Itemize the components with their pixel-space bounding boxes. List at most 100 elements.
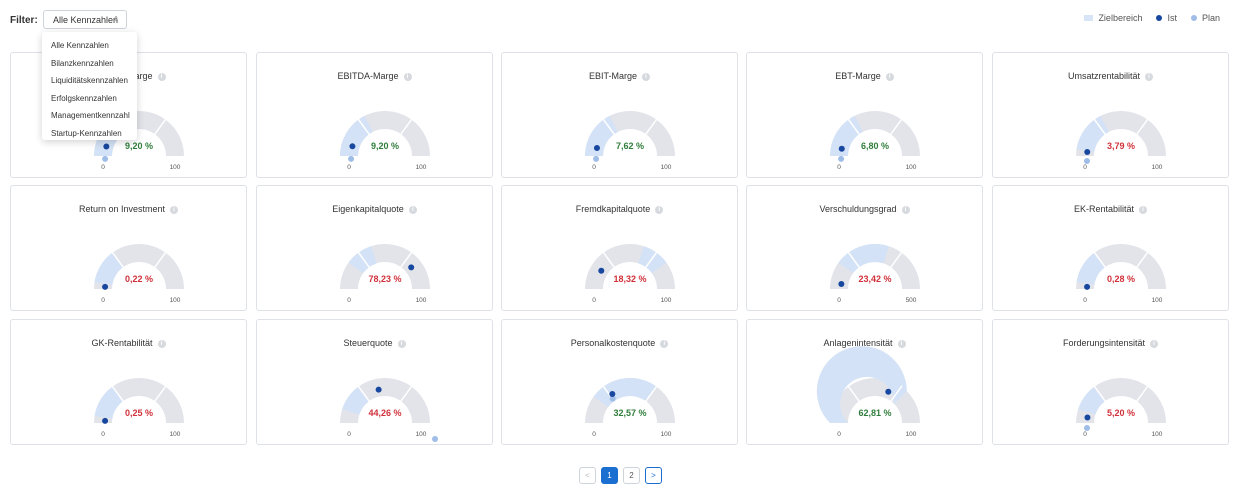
ist-marker (102, 283, 109, 290)
info-icon[interactable]: i (397, 340, 406, 348)
gauge-chart: 78,23 % 0 100 (340, 244, 430, 304)
gauge-max-label: 100 (1152, 431, 1163, 438)
prev-page-button[interactable]: < (579, 467, 596, 484)
kpi-card[interactable]: 0,25 % 0 100 GK-Rentabilität i (10, 319, 247, 445)
filter-option[interactable]: Bilanzkennzahlen (51, 58, 114, 68)
plan-marker (838, 155, 845, 162)
gauge-separator (644, 385, 658, 403)
kpi-card[interactable]: 23,42 % 0 500 Verschuldungsgrad i (746, 185, 983, 311)
kpi-title-text: Eigenkapitalquote (332, 204, 404, 214)
filter-option[interactable]: Managementkennzahl (51, 111, 130, 121)
kpi-value: 9,20 % (371, 141, 399, 151)
gauge-separator (111, 385, 125, 403)
filter-option[interactable]: Liquiditätskennzahlen (51, 76, 128, 86)
filter-select[interactable]: Alle Kennzahlen ⇕ (43, 10, 127, 29)
info-icon[interactable]: i (655, 206, 664, 214)
kpi-card-title: EBT-Marge i (747, 71, 982, 81)
legend-swatch-ist (1156, 15, 1163, 21)
plan-marker (1084, 425, 1090, 431)
filter-option[interactable]: Erfolgskennzahlen (51, 93, 117, 103)
kpi-title-text: GK-Rentabilität (91, 338, 153, 348)
gauge-max-label: 100 (661, 431, 672, 438)
gauge-separator (1093, 251, 1107, 269)
next-page-button[interactable]: > (645, 467, 662, 484)
ist-marker (1084, 414, 1091, 421)
kpi-card[interactable]: 5,20 % 0 100 Forderungsintensität i (992, 319, 1229, 445)
gauge-separator (399, 118, 413, 136)
gauge-track (340, 378, 430, 423)
gauge-chart: 9,20 % 0 100 (340, 111, 430, 171)
info-icon[interactable]: i (660, 340, 669, 348)
kpi-card[interactable]: 78,23 % 0 100 Eigenkapitalquote i (256, 185, 493, 311)
ist-marker (593, 144, 600, 151)
filter-option[interactable]: Startup-Kennzahlen (51, 128, 122, 138)
ist-marker (1084, 148, 1091, 155)
kpi-card[interactable]: 9,20 % 0 100 EBITDA-Marge i (256, 52, 493, 178)
kpi-value: 9,20 % (125, 141, 153, 151)
legend-item-plan: Plan (1190, 13, 1220, 23)
info-icon[interactable]: i (1139, 206, 1148, 214)
kpi-card[interactable]: 32,57 % 0 100 Personalkostenquote i (501, 319, 738, 445)
gauge-min-label: 0 (101, 431, 105, 438)
gauge-target-range (585, 115, 618, 156)
gauge-min-label: 0 (837, 164, 841, 171)
gauge-target-range (1078, 386, 1106, 415)
gauge-max-label: 100 (170, 297, 181, 304)
ist-marker (598, 267, 605, 274)
gauge-min-label: 0 (592, 431, 596, 438)
info-icon[interactable]: i (408, 206, 417, 214)
page-button-1[interactable]: 1 (601, 467, 618, 484)
gauge-separator (847, 118, 861, 136)
gauge-separator (399, 251, 413, 269)
gauge-separator (357, 385, 371, 403)
kpi-card[interactable]: 6,80 % 0 100 EBT-Marge i (746, 52, 983, 178)
info-icon[interactable]: i (1150, 340, 1159, 348)
kpi-card[interactable]: 0,28 % 0 100 EK-Rentabilität i (992, 185, 1229, 311)
kpi-card[interactable]: 62,81 % 0 100 Anlagenintensität i (746, 319, 983, 445)
info-icon[interactable]: i (1145, 73, 1154, 81)
page-button-2[interactable]: 2 (623, 467, 640, 484)
info-icon[interactable]: i (157, 340, 166, 348)
info-icon[interactable]: i (901, 206, 910, 214)
ist-marker (375, 386, 382, 393)
info-icon[interactable]: i (642, 73, 650, 81)
legend-label: Plan (1201, 13, 1220, 23)
gauge-separator (889, 118, 903, 136)
kpi-card[interactable]: 44,26 % 0 100 Steuerquote i (256, 319, 493, 445)
gauge-min-label: 0 (1083, 431, 1087, 438)
info-icon[interactable]: i (170, 206, 179, 214)
ist-marker (885, 388, 892, 395)
info-icon[interactable]: i (897, 340, 906, 348)
gauge-target-range (816, 346, 907, 423)
gauge-separator (889, 251, 903, 269)
kpi-card-title: GK-Rentabilität i (11, 338, 246, 348)
plan-marker (432, 436, 438, 442)
kpi-card-title: Steuerquote i (257, 338, 492, 348)
kpi-card[interactable]: 3,79 % 0 100 Umsatzrentabilität i (992, 52, 1229, 178)
kpi-title-text: Verschuldungsgrad (819, 204, 897, 214)
info-icon[interactable]: i (157, 73, 166, 81)
gauge-target-range (94, 252, 124, 285)
gauge-max-label: 100 (416, 297, 427, 304)
kpi-card[interactable]: 7,62 % 0 100 EBIT-Marge i (501, 52, 738, 178)
gauge-min-label: 0 (592, 297, 596, 304)
kpi-title-text: Fremdkapitalquote (575, 204, 651, 214)
legend-label: Zielbereich (1098, 13, 1143, 23)
kpi-value: 7,62 % (616, 141, 644, 151)
gauge-max-label: 100 (170, 431, 181, 438)
info-icon[interactable]: i (403, 73, 412, 81)
kpi-value: 32,57 % (613, 408, 646, 418)
gauge-separator (889, 385, 903, 403)
gauge-min-label: 0 (347, 297, 351, 304)
gauge-separator (1135, 118, 1149, 136)
kpi-value: 62,81 % (858, 408, 891, 418)
filter-option[interactable]: Alle Kennzahlen (51, 41, 109, 50)
gauge-chart: 7,62 % 0 100 (585, 111, 675, 171)
info-icon[interactable]: i (885, 73, 894, 81)
kpi-card[interactable]: 0,22 % 0 100 Return on Investment i (10, 185, 247, 311)
kpi-card[interactable]: 18,32 % 0 100 Fremdkapitalquote i (501, 185, 738, 311)
legend-item-zielbereich: Zielbereich (1084, 13, 1142, 23)
ist-marker (102, 417, 109, 424)
kpi-value: 23,42 % (858, 274, 891, 284)
gauge-min-label: 0 (347, 431, 351, 438)
